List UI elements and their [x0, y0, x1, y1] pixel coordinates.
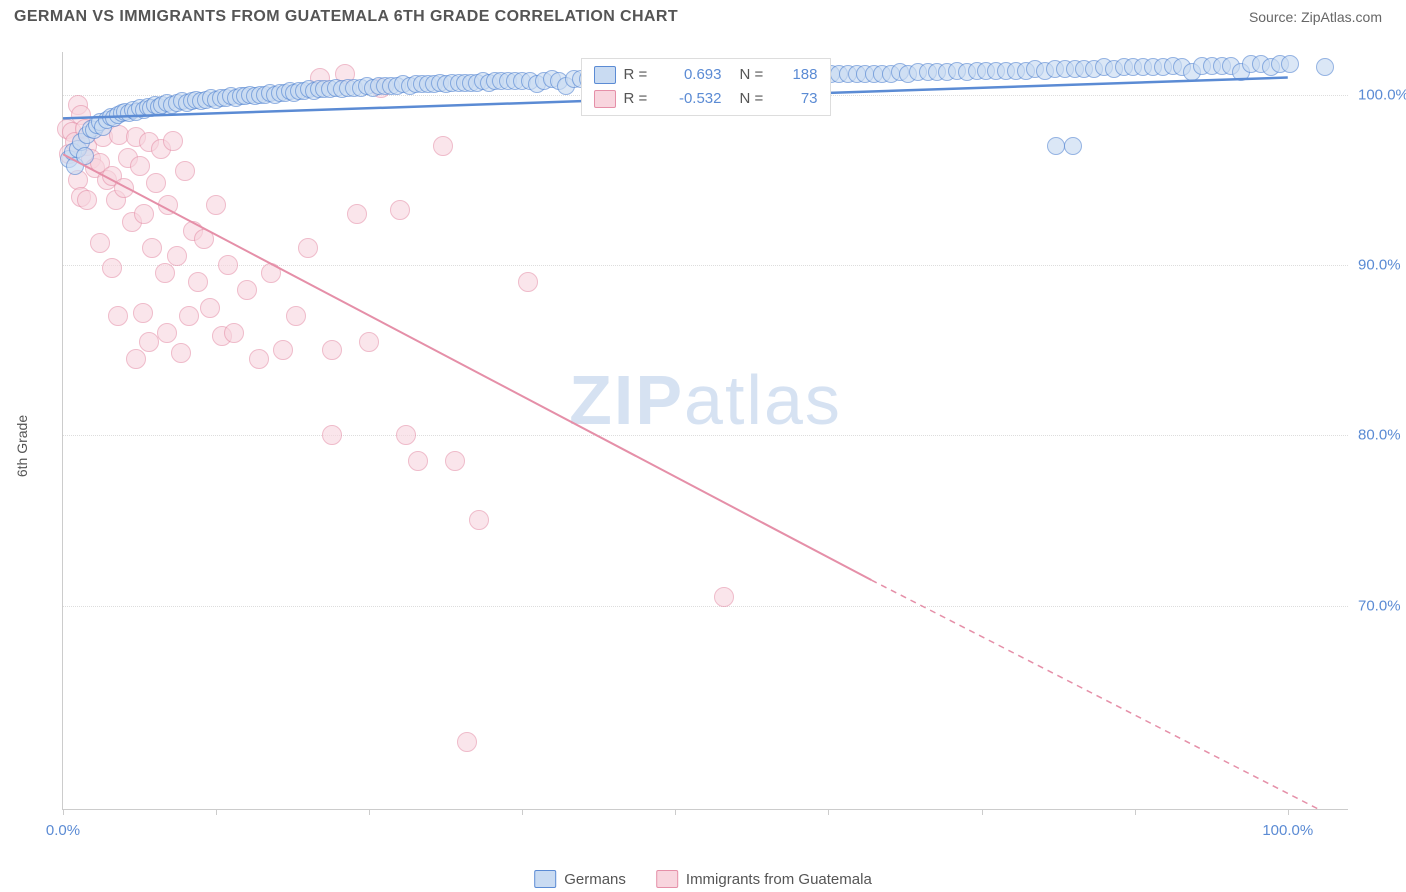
header: GERMAN VS IMMIGRANTS FROM GUATEMALA 6TH … [0, 0, 1406, 32]
x-tick-label: 100.0% [1262, 822, 1313, 839]
n-label: N = [740, 87, 770, 111]
y-tick-label: 90.0% [1358, 256, 1406, 273]
legend-label-germans: Germans [564, 871, 626, 888]
r-value-blue: 0.693 [662, 63, 722, 87]
r-label: R = [624, 87, 654, 111]
trend-lines [63, 52, 1349, 810]
legend-label-guatemala: Immigrants from Guatemala [686, 871, 872, 888]
source-label: Source: ZipAtlas.com [1249, 9, 1382, 25]
y-tick-label: 70.0% [1358, 597, 1406, 614]
stats-row-blue: R = 0.693 N = 188 [594, 63, 818, 87]
source-prefix: Source: [1249, 9, 1301, 25]
series-legend: Germans Immigrants from Guatemala [534, 870, 872, 888]
stats-legend: R = 0.693 N = 188 R = -0.532 N = 73 [581, 58, 831, 116]
swatch-blue [594, 66, 616, 84]
swatch-germans [534, 870, 556, 888]
y-tick-label: 80.0% [1358, 427, 1406, 444]
n-value-pink: 73 [778, 87, 818, 111]
stats-row-pink: R = -0.532 N = 73 [594, 87, 818, 111]
n-value-blue: 188 [778, 63, 818, 87]
swatch-guatemala [656, 870, 678, 888]
y-axis-title: 6th Grade [14, 415, 30, 477]
x-tick-label: 0.0% [46, 822, 80, 839]
trend-line [63, 154, 871, 580]
source-name: ZipAtlas.com [1301, 9, 1382, 25]
y-tick-label: 100.0% [1358, 86, 1406, 103]
swatch-pink [594, 90, 616, 108]
chart-title: GERMAN VS IMMIGRANTS FROM GUATEMALA 6TH … [14, 8, 678, 26]
n-label: N = [740, 63, 770, 87]
legend-item-guatemala: Immigrants from Guatemala [656, 870, 872, 888]
chart-area: ZIPatlas R = 0.693 N = 188 R = -0.532 N … [62, 52, 1348, 810]
r-label: R = [624, 63, 654, 87]
r-value-pink: -0.532 [662, 87, 722, 111]
legend-item-germans: Germans [534, 870, 626, 888]
trend-line [871, 580, 1336, 810]
